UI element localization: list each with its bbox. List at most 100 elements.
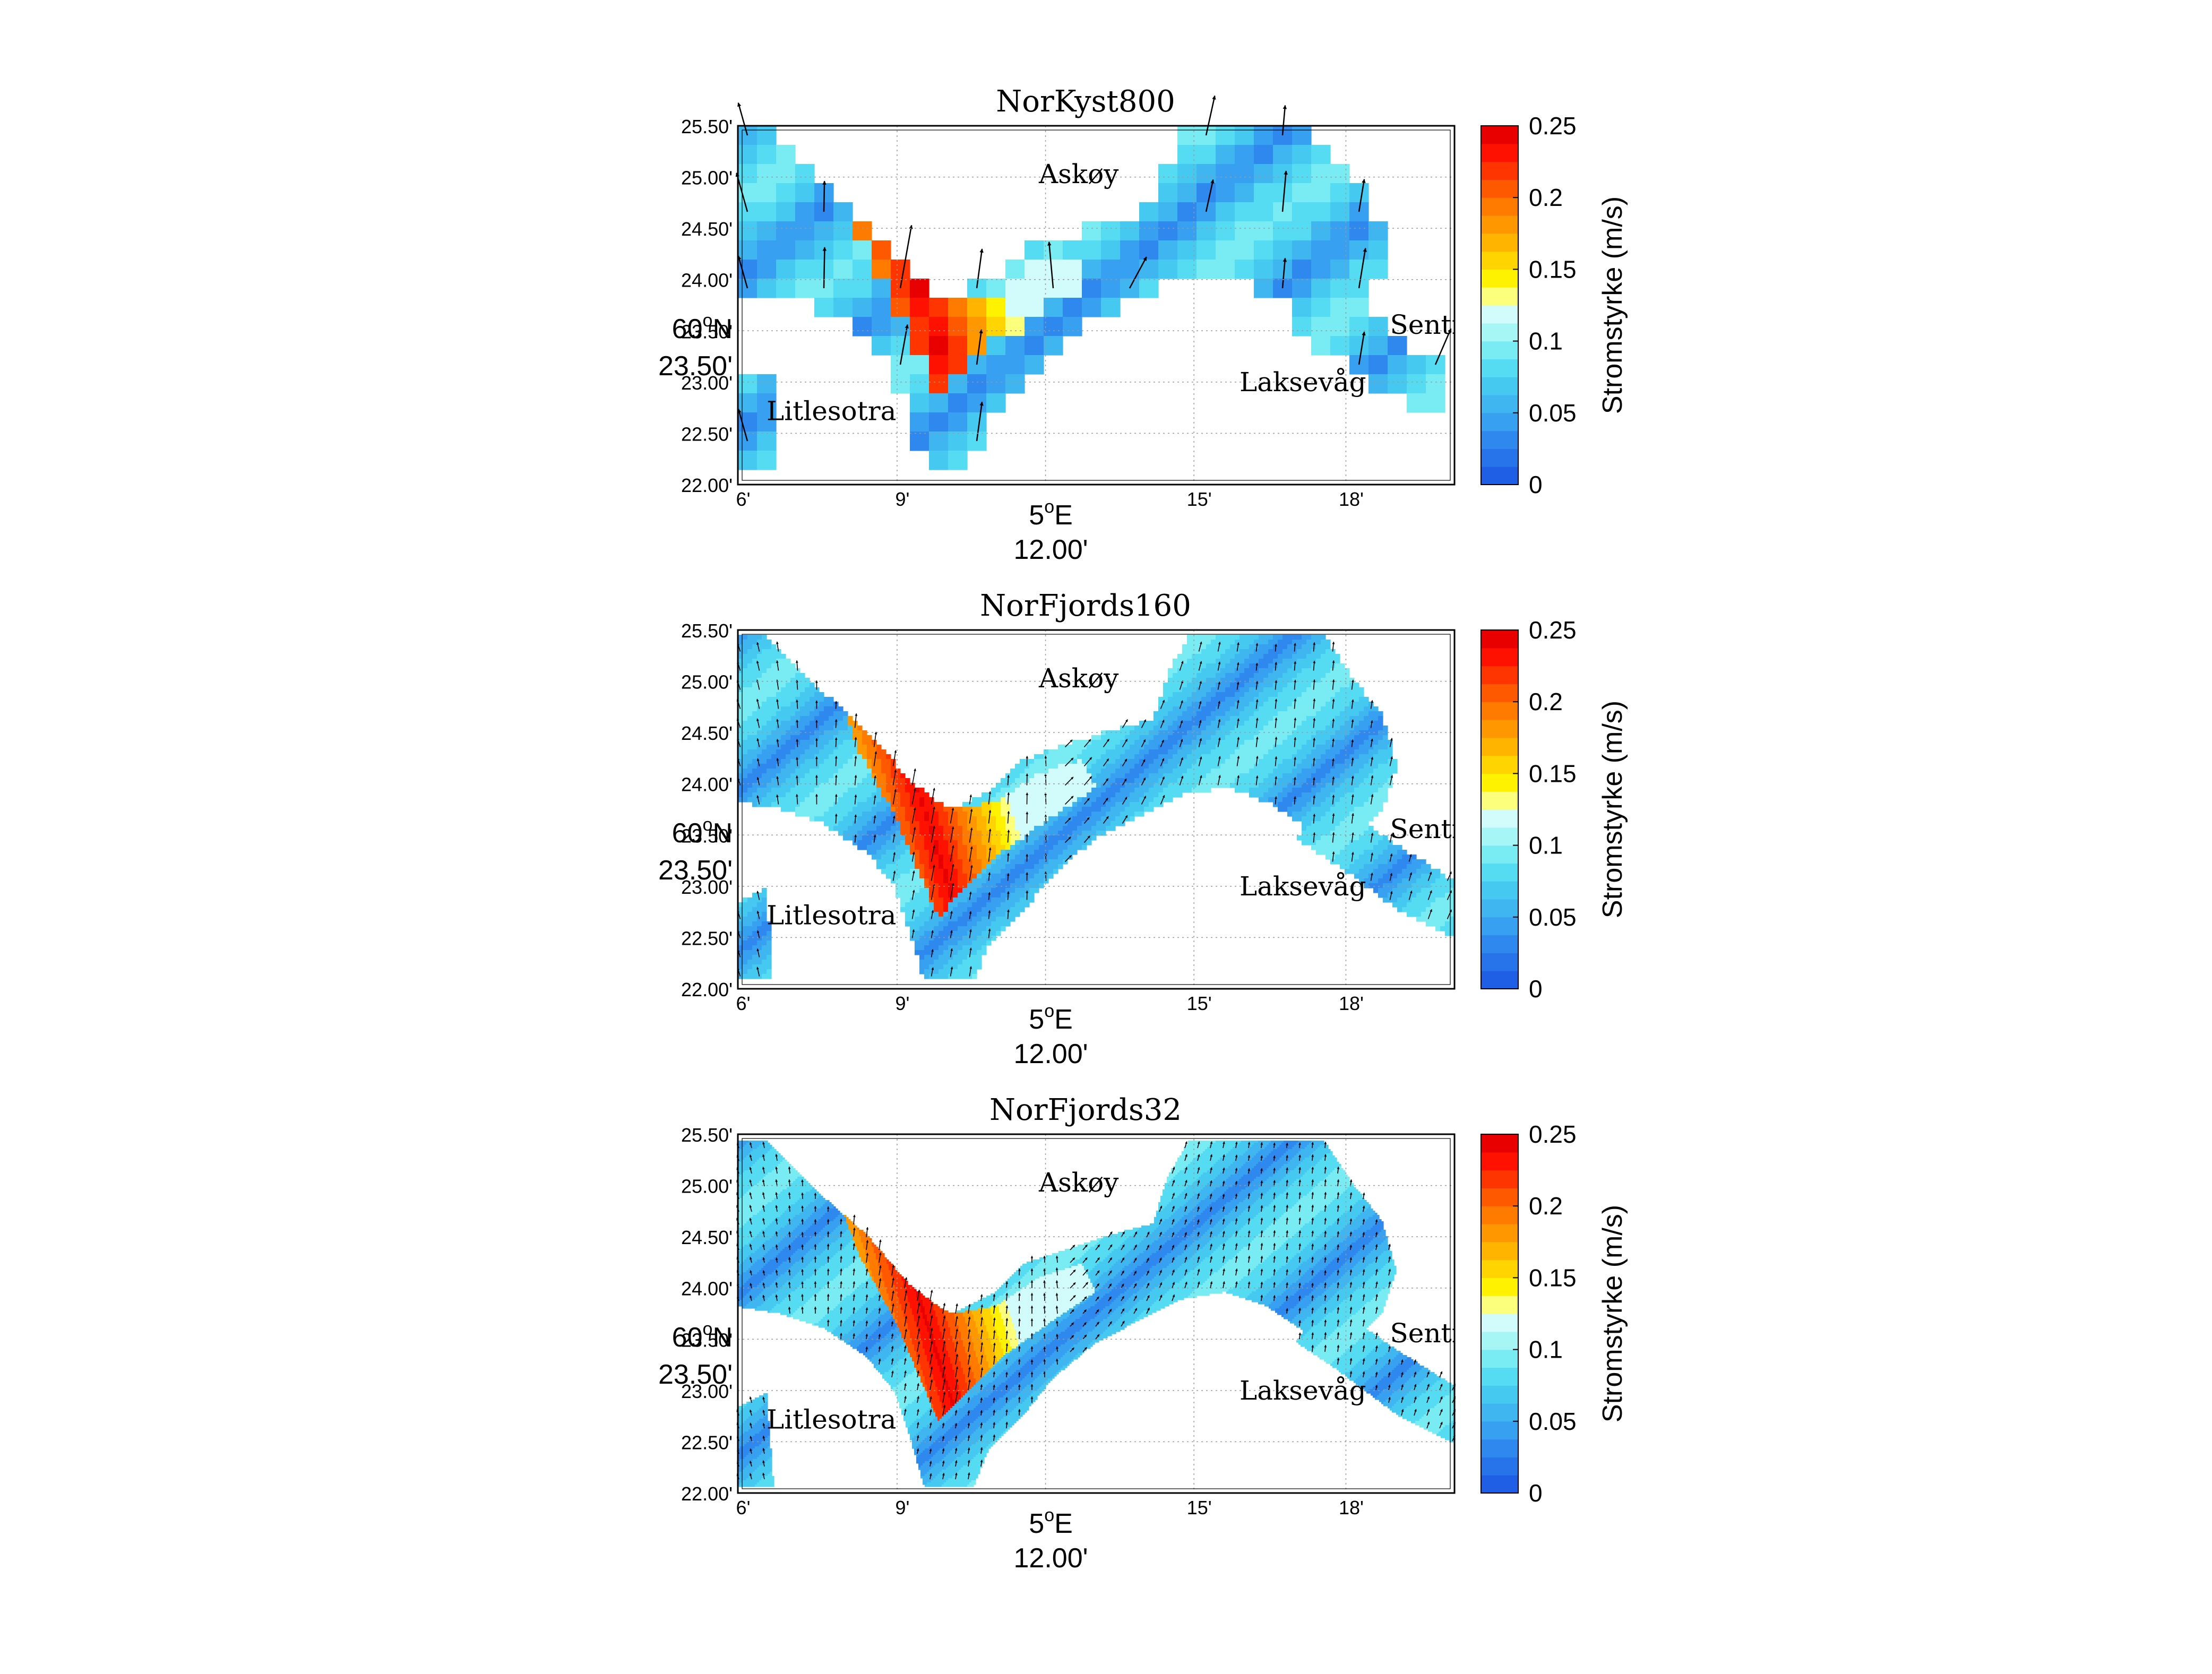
current-cell (838, 711, 844, 717)
current-cell (747, 687, 753, 693)
current-cell (962, 850, 968, 855)
current-cell (1144, 773, 1149, 779)
current-cell (1292, 145, 1312, 165)
current-cell (1082, 792, 1087, 798)
current-cell (1025, 355, 1044, 375)
current-cell (1144, 807, 1149, 812)
current-cell (900, 826, 906, 831)
current-cell (757, 687, 762, 693)
current-cell (786, 778, 791, 783)
current-cell (905, 902, 910, 908)
current-cell (757, 902, 762, 908)
current-cell (910, 926, 915, 931)
current-cell (781, 692, 786, 697)
current-cell (1068, 792, 1073, 798)
current-cell (1072, 840, 1078, 845)
current-cell (934, 816, 939, 822)
current-cell (1149, 726, 1154, 731)
current-cell (805, 802, 810, 807)
current-cell (1048, 792, 1054, 798)
current-cell (738, 126, 758, 145)
current-cell (900, 878, 906, 884)
current-cell (1096, 821, 1101, 826)
current-cell (1010, 845, 1015, 850)
current-cell (972, 907, 977, 912)
current-cell (953, 859, 958, 865)
current-cell (924, 931, 929, 936)
current-cell (752, 659, 758, 664)
current-cell (1158, 164, 1178, 184)
current-cell (872, 279, 891, 298)
current-cell (800, 788, 805, 793)
current-cell (1058, 745, 1063, 750)
current-cell (986, 902, 992, 908)
current-cell (876, 821, 882, 826)
current-cell (876, 802, 882, 807)
current-cell (1063, 749, 1068, 755)
current-cell (1020, 902, 1025, 908)
current-cell (747, 654, 753, 659)
current-cell (810, 740, 815, 745)
current-cell (795, 807, 801, 812)
current-cell (747, 955, 753, 960)
current-cell (1001, 883, 1006, 888)
current-cell (1010, 797, 1015, 803)
current-cell (967, 940, 972, 946)
current-cell (1101, 279, 1121, 298)
current-cell (1111, 812, 1116, 817)
current-cell (747, 926, 753, 931)
current-cell (762, 888, 767, 893)
current-cell (1039, 821, 1044, 826)
current-cell (967, 888, 972, 893)
current-cell (919, 821, 925, 826)
current-cell (757, 202, 777, 222)
current-cell (1034, 773, 1039, 779)
current-cell (1082, 260, 1101, 279)
current-cell (924, 926, 929, 931)
current-cell (752, 654, 758, 659)
current-cell (867, 840, 872, 845)
current-cell (972, 960, 977, 965)
current-cell (962, 955, 968, 960)
current-cell (1349, 202, 1369, 222)
current-cell (1087, 749, 1092, 755)
current-cell (814, 807, 820, 812)
current-cell (1005, 298, 1025, 317)
current-cell (986, 883, 992, 888)
current-cell (1115, 802, 1121, 807)
current-cell (824, 702, 829, 707)
current-cell (867, 745, 872, 750)
current-cell (743, 960, 748, 965)
current-cell (1130, 788, 1135, 793)
current-cell (747, 974, 753, 979)
current-cell (982, 950, 987, 955)
current-cell (762, 931, 767, 936)
current-cell (1349, 336, 1369, 356)
current-cell (943, 931, 949, 936)
current-cell (1197, 202, 1216, 222)
current-cell (953, 878, 958, 884)
current-cell (747, 640, 753, 645)
current-cell (1087, 821, 1092, 826)
current-cell (867, 759, 872, 764)
current-cell (762, 663, 767, 669)
current-cell (1091, 792, 1097, 798)
current-cell (786, 807, 791, 812)
current-cell (1096, 788, 1101, 793)
current-cell (1101, 812, 1106, 817)
current-cell (996, 826, 1001, 831)
current-cell (982, 917, 987, 922)
current-cell (1001, 845, 1006, 850)
current-cell (943, 921, 949, 927)
current-cell (762, 654, 767, 659)
current-cell (747, 931, 753, 936)
current-cell (1058, 797, 1063, 803)
current-cell (1034, 759, 1039, 764)
current-cell (1020, 826, 1025, 831)
current-cell (1010, 902, 1015, 908)
current-cell (910, 883, 915, 888)
current-cell (738, 202, 758, 222)
current-cell (743, 773, 748, 779)
current-cell (848, 802, 853, 807)
